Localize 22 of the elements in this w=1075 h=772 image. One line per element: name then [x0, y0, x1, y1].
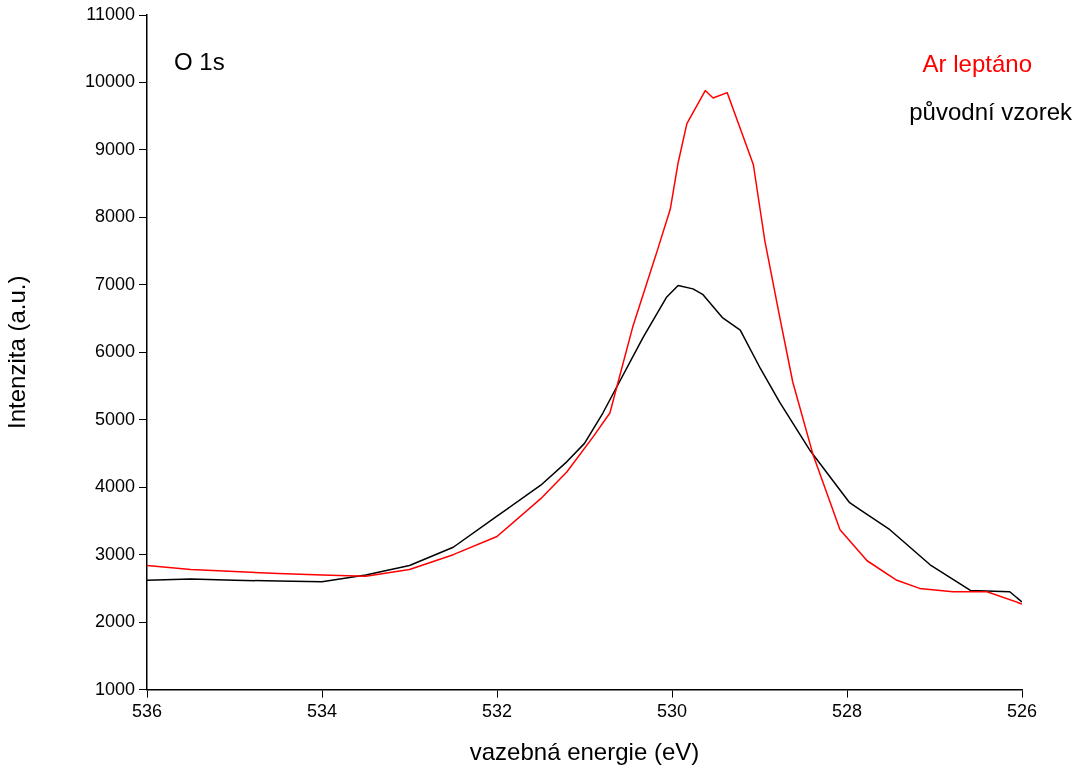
y-tick-label: 10000 [84, 71, 135, 92]
x-tick-label: 528 [831, 701, 863, 722]
y-tick-label: 4000 [94, 476, 135, 497]
x-tick-label: 532 [481, 701, 513, 722]
y-tick-label: 7000 [94, 273, 135, 294]
x-tick-label: 536 [131, 701, 163, 722]
y-tick-label: 5000 [94, 408, 135, 429]
x-tick-label: 526 [1006, 701, 1038, 722]
y-tick-label: 1000 [94, 678, 135, 699]
text: Ar leptáno [922, 49, 1032, 77]
x-axis-title: vazebná energie (eV) [469, 738, 700, 766]
x-tick-label: 534 [306, 701, 338, 722]
y-tick-label: 2000 [94, 611, 135, 632]
y-axis-title: Intenzita (a.u.) [3, 275, 31, 430]
x-tick-label: 530 [656, 701, 688, 722]
y-tick-label: 6000 [94, 341, 135, 362]
y-tick-label: 3000 [94, 543, 135, 564]
text: původní vzorek [909, 97, 1073, 125]
y-tick-label: 8000 [94, 206, 135, 227]
y-tick-label: 9000 [94, 138, 135, 159]
annotation: O 1s [174, 47, 225, 75]
y-tick-label: 11000 [86, 3, 135, 24]
